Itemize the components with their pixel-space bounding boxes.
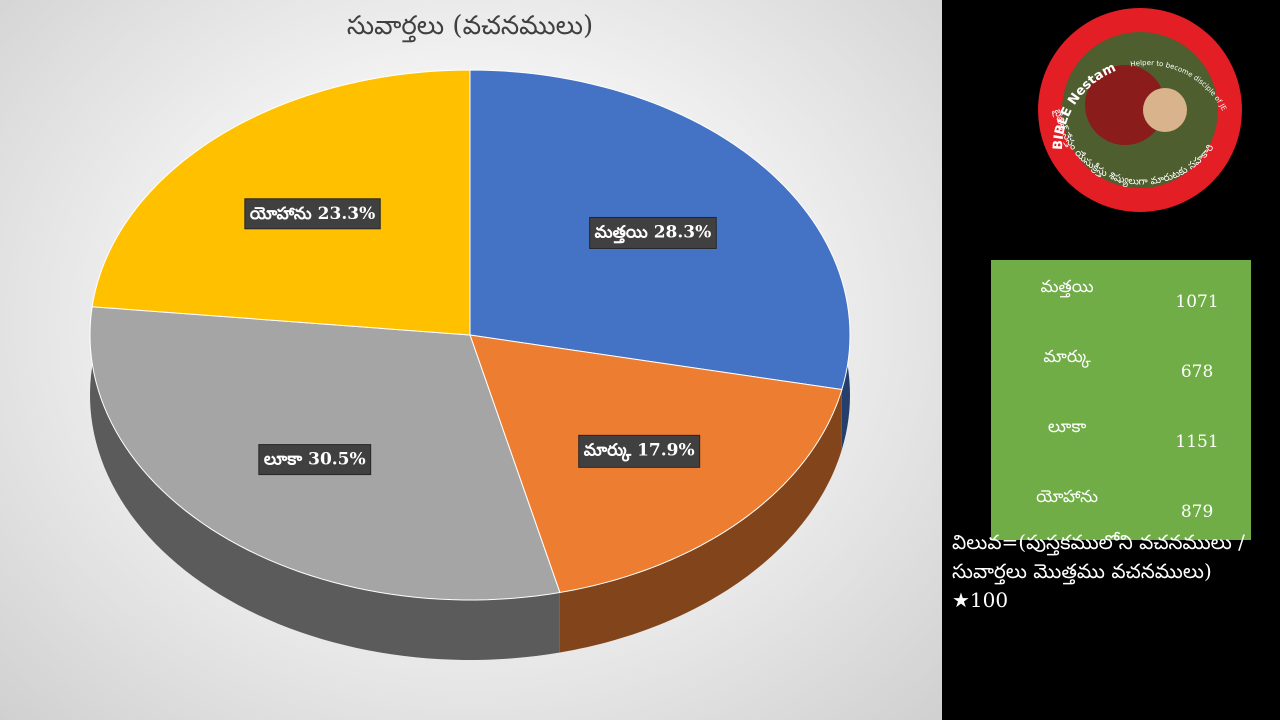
logo-figure [1143, 88, 1187, 132]
table-value: 678 [1180, 361, 1214, 382]
table-label: మార్కు [1043, 346, 1091, 367]
data-table: మత్తయి 1071 మార్కు 678 లూకా 1151 యోహాను 879 [991, 260, 1251, 540]
chart-title: సువార్తలు (వచనములు) [347, 11, 593, 43]
pie-labels: మత్తయి 28.3% మార్కు 17.9% లూకా 30.5% యోహాను 23.… [244, 198, 717, 476]
pie-slice-side [559, 389, 842, 653]
data-label: యోహాను 23.3% [250, 204, 375, 224]
table-value: 879 [1180, 501, 1214, 522]
data-label-category: మార్కు [584, 440, 632, 462]
data-label: లూకా 30.5% [264, 450, 366, 470]
data-label-value: 17.9% [637, 440, 695, 460]
data-label-box [244, 198, 381, 230]
data-label: మార్కు 17.9% [584, 440, 695, 462]
table-row: మత్తయి 1071 [991, 260, 1251, 330]
logo: BIBLE Nestam Helper to become disciple o… [0, 0, 1242, 212]
data-label-box [589, 216, 717, 249]
table-label: మత్తయి [1040, 276, 1094, 297]
data-label-box [258, 444, 372, 476]
chart: సువార్తలు (వచనములు) మత్తయి 28.3% మార్కు 17.… [89, 11, 851, 660]
table-row: లూకా 1151 [991, 400, 1251, 470]
table-row: మార్కు 678 [991, 330, 1251, 400]
pie-slice-side [90, 306, 560, 660]
data-label-box [578, 434, 701, 468]
data-label-category: మత్తయి [595, 222, 648, 243]
table-label: యోహాను [1036, 486, 1098, 507]
logo-figure [1085, 65, 1165, 145]
table-label: లూకా [1047, 416, 1087, 437]
data-label-value: 30.5% [308, 450, 366, 470]
data-label-category: యోహాను [250, 204, 312, 224]
data-label-value: 23.3% [318, 204, 376, 224]
data-label: మత్తయి 28.3% [595, 222, 712, 243]
data-label-category: లూకా [264, 450, 303, 470]
table-value: 1071 [1175, 291, 1219, 312]
table-value: 1151 [1175, 431, 1219, 452]
table-row: యోహాను 879 [991, 470, 1251, 540]
data-label-value: 28.3% [654, 222, 712, 242]
formula-note: విలువ=(పుస్తకములోని వచనములు / సువార్తలు … [952, 530, 1245, 612]
